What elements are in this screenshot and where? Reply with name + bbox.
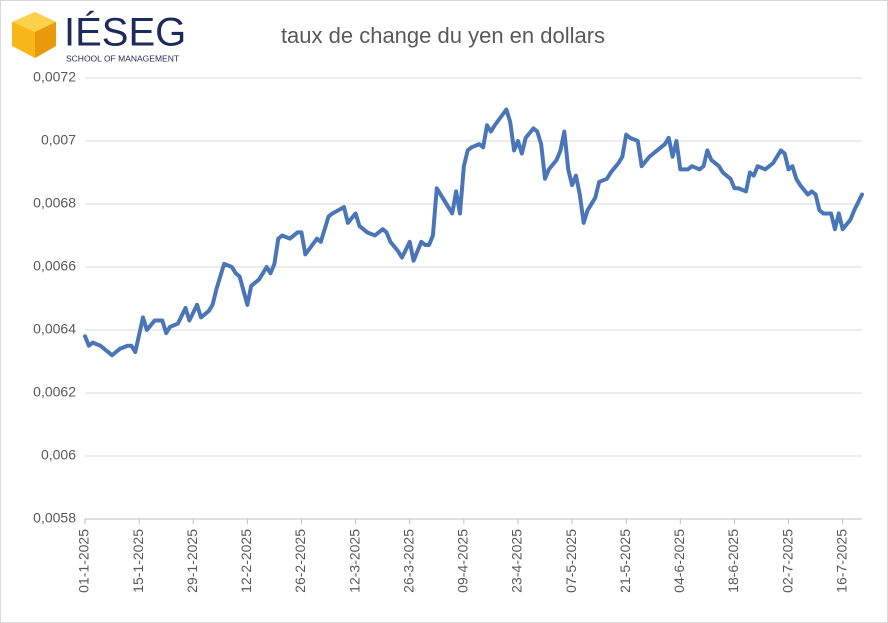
x-tick-label: 09-4-2025 xyxy=(455,529,471,593)
x-tick-label: 12-3-2025 xyxy=(346,529,362,593)
chart-title: taux de change du yen en dollars xyxy=(281,23,605,48)
x-tick-label: 26-2-2025 xyxy=(292,529,308,593)
data-line xyxy=(83,107,864,358)
x-tick-label: 18-6-2025 xyxy=(725,529,741,593)
x-tick-label: 02-7-2025 xyxy=(779,529,795,593)
y-tick-label: 0,0066 xyxy=(33,258,76,274)
y-tick-label: 0,0058 xyxy=(33,510,76,526)
y-tick-label: 0,006 xyxy=(41,447,76,463)
x-tick-label: 16-7-2025 xyxy=(833,529,849,593)
x-tick-label: 21-5-2025 xyxy=(617,529,633,593)
y-tick-label: 0,007 xyxy=(41,132,76,148)
x-tick-label: 15-1-2025 xyxy=(130,529,146,593)
x-tick-label: 07-5-2025 xyxy=(563,529,579,593)
x-tick-label: 26-3-2025 xyxy=(400,529,416,593)
logo: IÉSEG SCHOOL OF MANAGEMENT xyxy=(12,10,186,63)
y-tick-label: 0,0072 xyxy=(33,69,76,85)
logo-name: IÉSEG xyxy=(64,10,186,55)
y-tick-label: 0,0062 xyxy=(33,384,76,400)
y-tick-label: 0,0068 xyxy=(33,195,76,211)
x-tick-label: 01-1-2025 xyxy=(76,529,92,593)
logo-cube-top xyxy=(12,12,56,32)
x-tick-label: 04-6-2025 xyxy=(671,529,687,593)
x-tick-label: 12-2-2025 xyxy=(238,529,254,593)
x-tick-label: 29-1-2025 xyxy=(184,529,200,593)
logo-tagline: SCHOOL OF MANAGEMENT xyxy=(66,53,179,63)
logo-cube-side xyxy=(35,22,56,58)
x-tick-label: 23-4-2025 xyxy=(509,529,525,593)
y-tick-label: 0,0064 xyxy=(33,321,76,337)
